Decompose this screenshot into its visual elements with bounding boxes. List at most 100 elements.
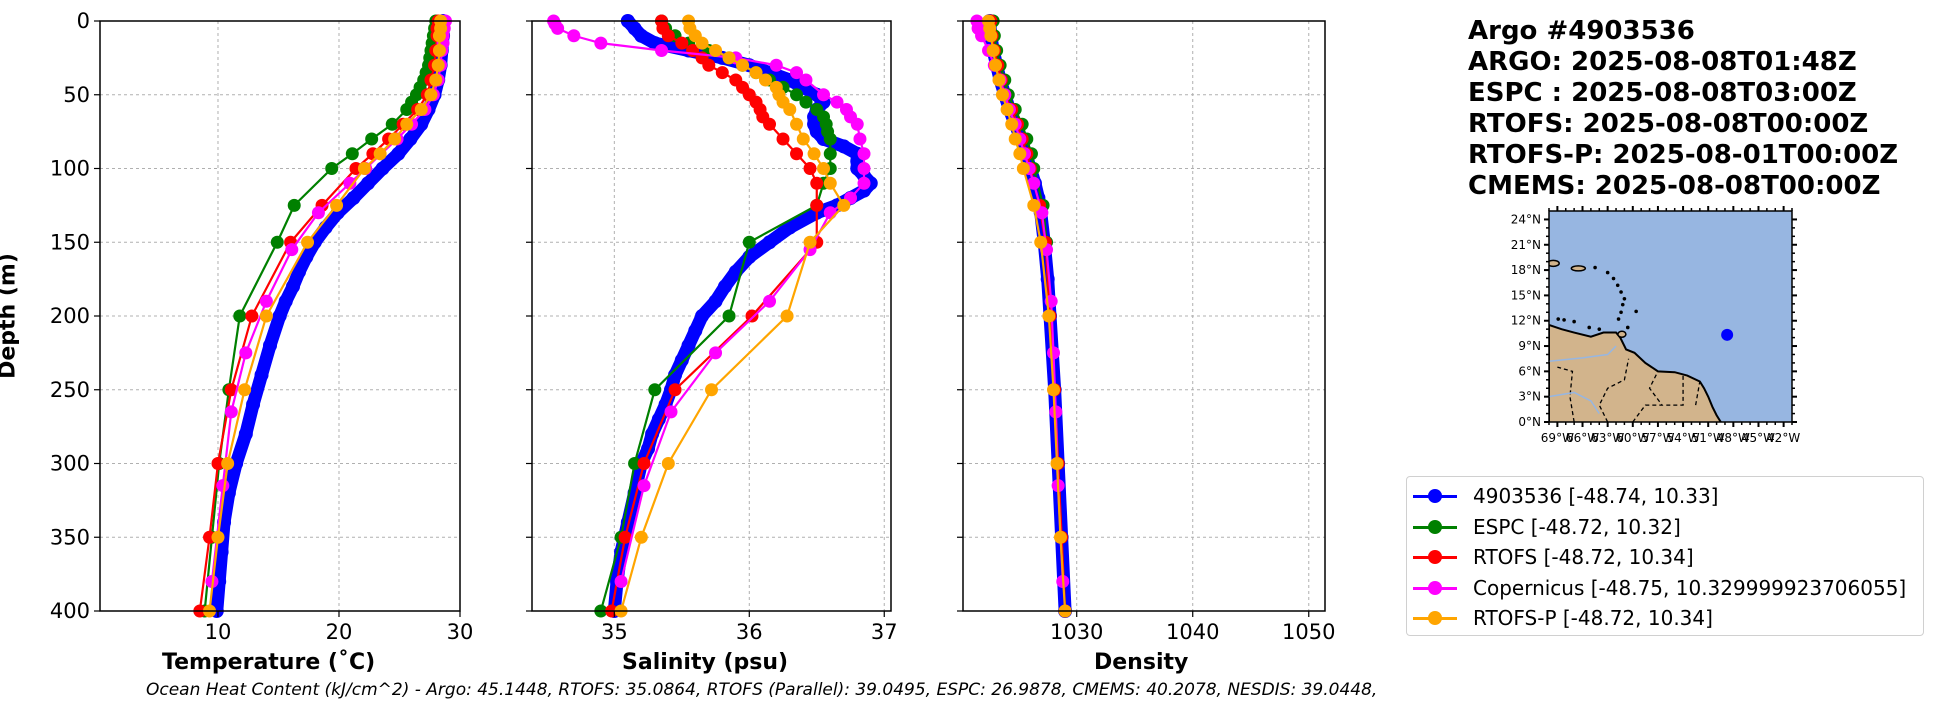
map-river — [1549, 345, 1617, 362]
data-point — [837, 198, 851, 212]
legend-item: RTOFS [-48.72, 10.34] — [1413, 542, 1923, 573]
x-tick-label: 1050 — [1282, 620, 1335, 644]
data-point — [211, 457, 225, 470]
data-point — [668, 368, 683, 382]
map-lat-label: 21°N — [1511, 238, 1541, 252]
data-point — [361, 176, 376, 191]
map-island — [1620, 302, 1625, 307]
data-point — [857, 176, 871, 190]
data-point — [807, 147, 821, 161]
data-point — [429, 73, 443, 87]
data-point — [330, 198, 344, 212]
map-lon-label: 48°W — [1717, 431, 1750, 445]
map-land — [1549, 323, 1722, 422]
data-point — [790, 66, 804, 80]
data-point — [668, 383, 682, 397]
density-axis-label: Density — [1094, 650, 1189, 675]
data-point — [763, 294, 777, 308]
density-panel: 1030 1040 1050 — [957, 14, 1335, 644]
map-island — [1625, 325, 1630, 330]
data-point — [414, 117, 429, 132]
data-point — [992, 73, 1006, 87]
data-point — [695, 309, 710, 323]
axes-frame — [531, 20, 892, 612]
data-point — [299, 250, 314, 264]
data-point — [758, 73, 772, 87]
location-map: 24°N 21°N 18°N 15°N 12°N 9°N 6°N 3°N 0°N69°W66°W… — [1511, 206, 1800, 445]
map-river — [1549, 391, 1600, 414]
data-point — [799, 73, 813, 87]
data-point — [311, 206, 325, 220]
data-point — [301, 235, 315, 249]
data-point — [664, 405, 678, 419]
data-point — [702, 58, 716, 72]
y-tick-label: 250 — [50, 378, 90, 402]
data-point — [796, 132, 810, 146]
data-point — [857, 147, 871, 161]
data-point — [651, 412, 666, 427]
data-point — [1000, 103, 1014, 116]
map-lon-label: 66°W — [1566, 431, 1599, 445]
data-point — [246, 397, 261, 412]
data-point — [695, 36, 709, 50]
data-point — [233, 309, 247, 323]
data-point — [1047, 383, 1060, 397]
data-point — [688, 323, 703, 338]
map-island — [1616, 317, 1621, 321]
title-espc-time: ESPC : 2025-08-08T03:00Z — [1468, 78, 1857, 108]
salinity-panel: 35 36 37 — [526, 14, 898, 644]
data-point — [823, 147, 837, 161]
y-tick-label: 350 — [50, 525, 90, 549]
map-island — [1605, 270, 1610, 275]
temperature-axis-label: Temperature (˚C) — [162, 650, 376, 675]
y-tick-label: 400 — [50, 599, 90, 623]
title-rtofs-time: RTOFS: 2025-08-08T00:00Z — [1468, 109, 1869, 139]
map-island — [1556, 317, 1561, 321]
data-point — [432, 44, 446, 57]
y-tick-label: 0 — [77, 9, 90, 33]
map-island — [1622, 296, 1627, 301]
data-point — [762, 235, 777, 250]
map-border — [1666, 375, 1684, 406]
map-frame — [1548, 210, 1793, 423]
data-point — [1027, 176, 1041, 190]
data-point — [567, 29, 581, 43]
legend-item: RTOFS-P [-48.72, 10.34] — [1413, 603, 1923, 634]
map-island — [1615, 283, 1620, 288]
data-point — [715, 66, 729, 80]
data-point — [238, 383, 252, 397]
map-lon-label: 60°W — [1616, 431, 1649, 445]
map-island — [1619, 290, 1623, 294]
data-point — [709, 346, 723, 360]
data-point — [375, 161, 390, 176]
data-point — [385, 117, 399, 131]
data-point — [343, 176, 357, 190]
legend-label: RTOFS [-48.72, 10.34] — [1473, 545, 1694, 570]
data-point — [391, 146, 406, 161]
data-point — [817, 162, 831, 175]
data-point — [1042, 309, 1056, 323]
map-lat-label: 0°N — [1518, 415, 1541, 429]
legend-label: 4903536 [-48.74, 10.33] — [1473, 484, 1719, 509]
x-tick-label: 1030 — [1050, 620, 1103, 644]
map-lat-label: 15°N — [1511, 288, 1541, 302]
data-point — [373, 147, 387, 161]
map-island — [1549, 259, 1560, 268]
legend-label: Copernicus [-48.75, 10.329999923706055] — [1473, 575, 1907, 600]
map-island — [1611, 276, 1616, 281]
data-point — [221, 457, 235, 470]
data-point — [803, 235, 817, 249]
data-point — [594, 36, 608, 50]
data-point — [637, 457, 651, 470]
map-lon-label: 42°W — [1767, 431, 1800, 445]
data-point — [1049, 405, 1063, 419]
data-point — [722, 309, 736, 323]
data-point — [986, 44, 1000, 57]
data-point — [287, 198, 301, 212]
data-point — [803, 162, 817, 175]
x-tick-label: 35 — [601, 620, 628, 644]
map-lon-label: 51°W — [1692, 431, 1725, 445]
map-island — [1562, 318, 1566, 322]
data-point — [1005, 117, 1019, 131]
data-point — [742, 235, 756, 249]
